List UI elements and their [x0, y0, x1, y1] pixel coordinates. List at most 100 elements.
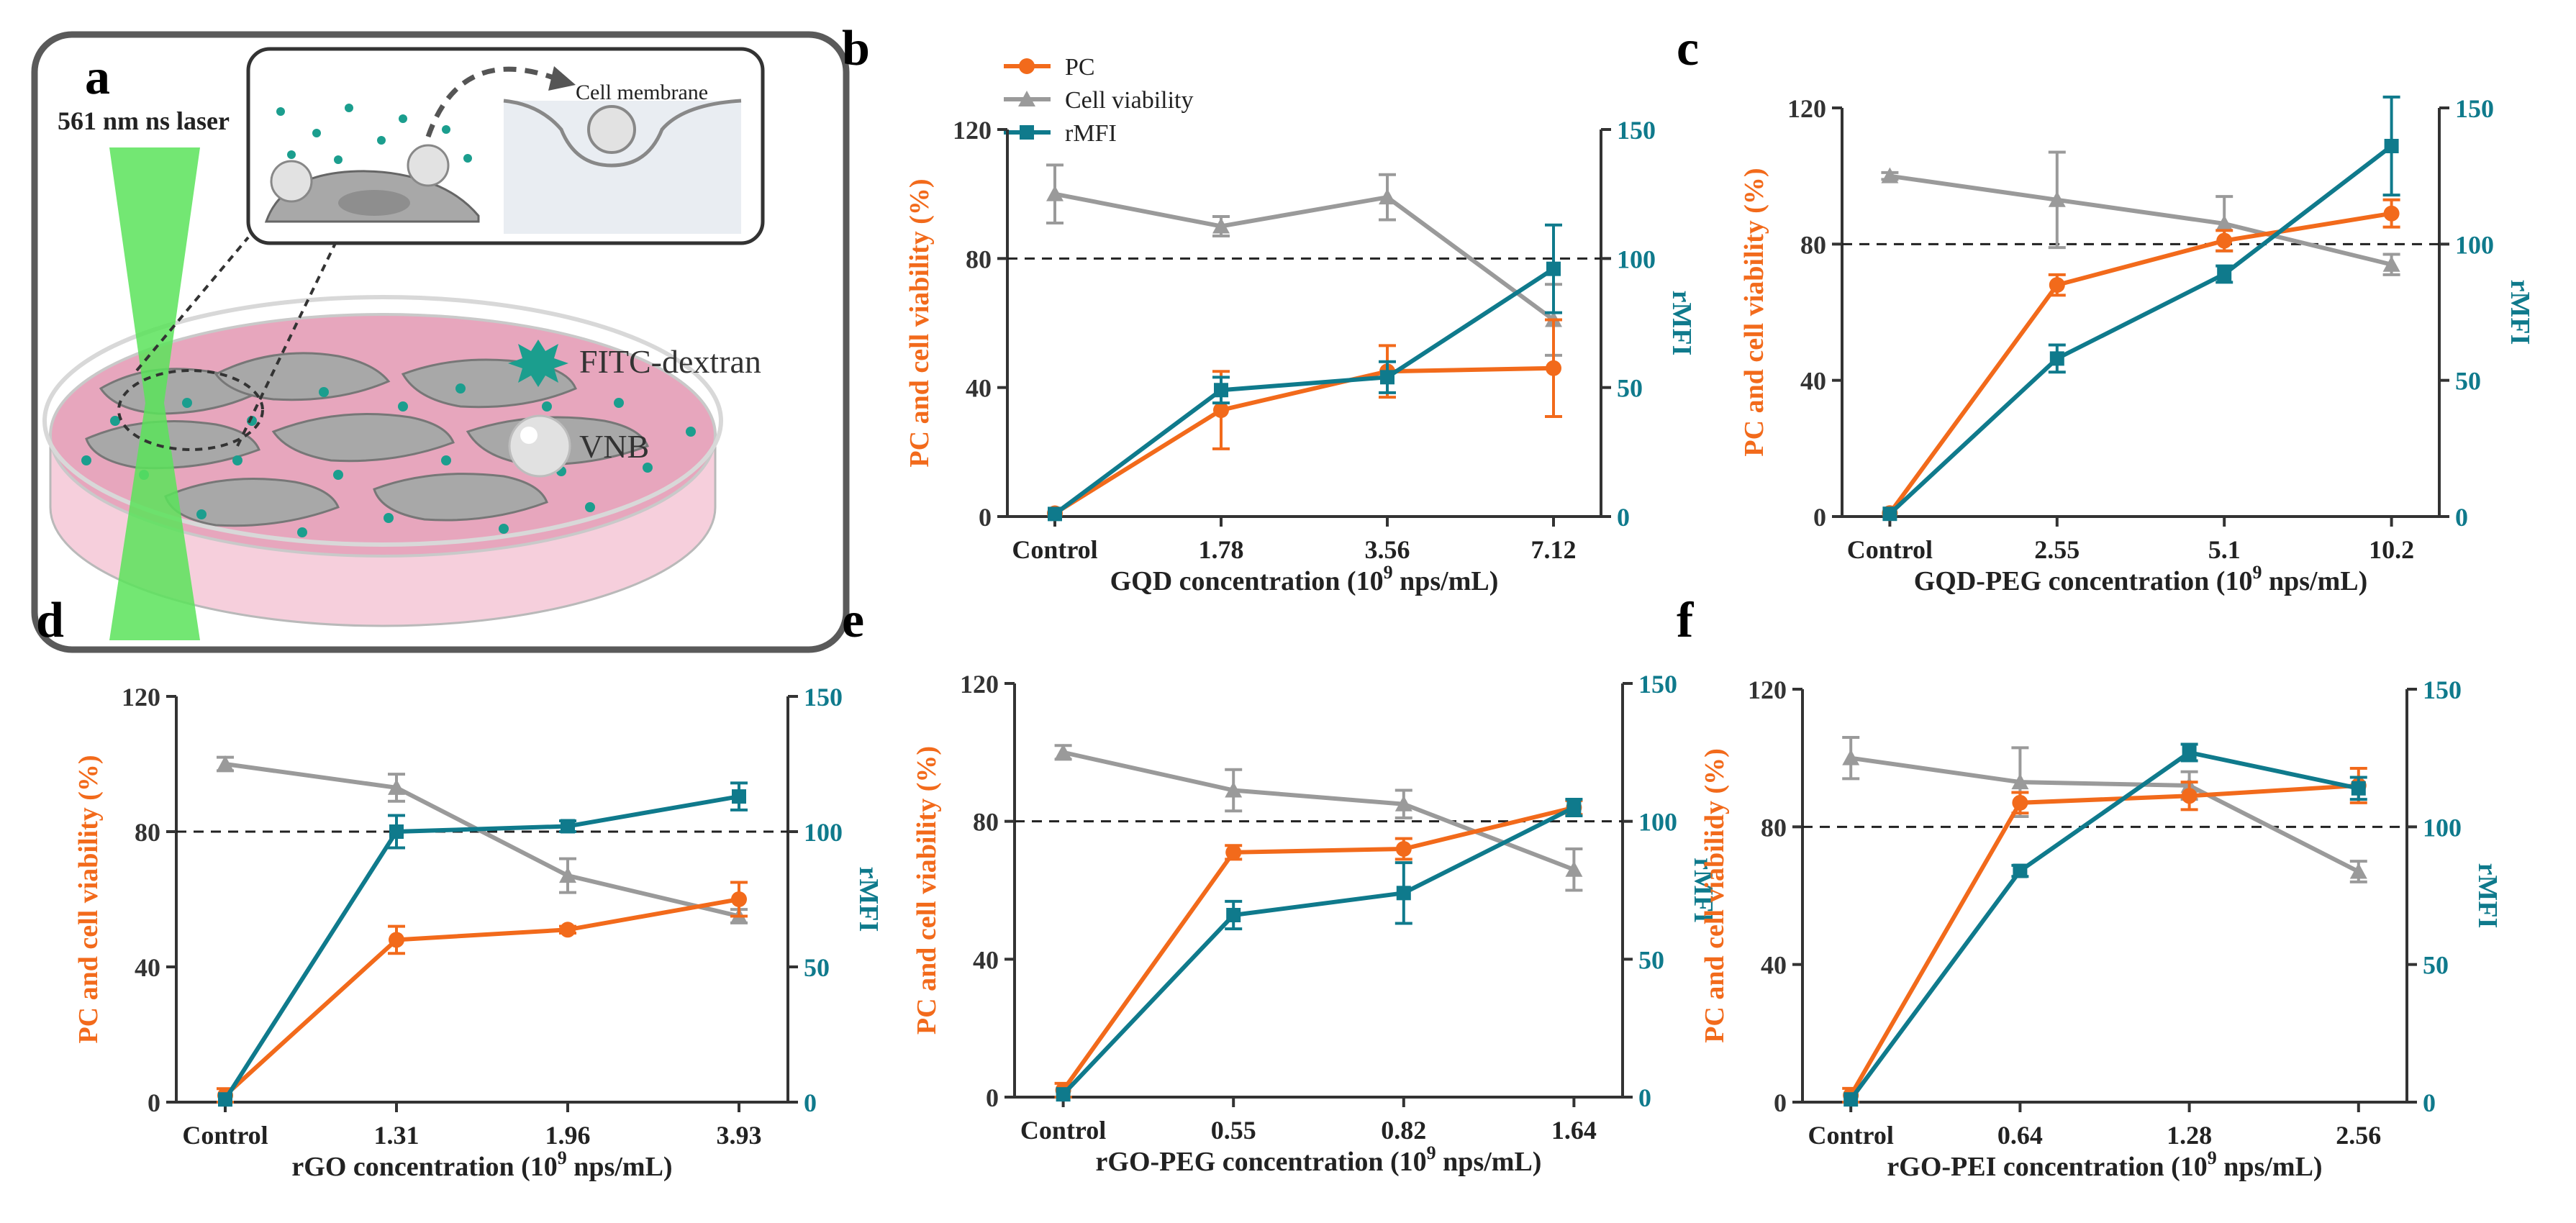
right-tick-label: 100 — [1617, 245, 1656, 273]
series-rmfi — [1882, 95, 2400, 522]
data-point-viability — [1842, 749, 1860, 765]
panel-label-c: c — [1677, 21, 1699, 76]
left-tick-label: 120 — [122, 683, 160, 711]
chart-panels: b 0 40 80 120 0 50 100 150 Control 1.78 3.56 7.12 GQD… — [36, 21, 2535, 1182]
fitc-star-icon — [508, 340, 568, 387]
x-axis-title-main: GQD concentration (10 — [1110, 566, 1384, 596]
data-point-viability — [217, 755, 234, 771]
membrane-curve — [503, 99, 742, 168]
x-axis-title-tail: nps/mL) — [1436, 1147, 1542, 1177]
left-y-axis-title: PC and cell viability (%) — [1739, 168, 1769, 456]
x-axis-title-tail: nps/mL) — [567, 1152, 673, 1182]
chart-panel-e: e 0 40 80 120 0 50 100 150 Control 0.55 0.82 1.64 rGO… — [842, 593, 1718, 1177]
data-point-rmfi — [561, 819, 575, 834]
chart-panel-b: b 0 40 80 120 0 50 100 150 Control 1.78 3.56 7.12 GQD… — [842, 21, 1697, 596]
series-rmfi — [1056, 798, 1583, 1102]
x-tick-label: Control — [1020, 1116, 1106, 1145]
x-tick-label: 3.56 — [1365, 535, 1410, 564]
membrane-label: Cell membrane — [576, 81, 708, 104]
x-axis-title-main: rGO-PEI concentration (10 — [1887, 1152, 2207, 1182]
series-line-pc — [1887, 211, 2393, 515]
data-point-rmfi — [1380, 370, 1394, 385]
right-tick-label: 50 — [2455, 367, 2481, 396]
left-tick-label: 40 — [966, 374, 992, 403]
right-tick-label: 100 — [2455, 230, 2494, 259]
series-line-rmfi — [1061, 805, 1575, 1096]
left-tick-label: 0 — [986, 1083, 999, 1112]
left-tick-label: 80 — [1761, 813, 1787, 842]
x-axis-title-sup: 9 — [558, 1147, 567, 1168]
x-tick-label: 2.55 — [2034, 535, 2080, 564]
x-tick-label: 1.96 — [545, 1121, 591, 1150]
series-line-pc — [1849, 783, 2359, 1096]
series-line-pc — [1053, 365, 1554, 516]
panel-label-b: b — [842, 21, 870, 76]
legend-pc-label: PC — [1065, 54, 1095, 81]
data-point-rmfi — [1546, 261, 1561, 276]
x-axis-title-main: rGO concentration (10 — [291, 1152, 557, 1182]
data-point-viability — [2048, 191, 2066, 207]
x-axis-title-main: rGO-PEG concentration (10 — [1096, 1147, 1427, 1177]
left-tick-label: 80 — [966, 245, 992, 273]
left-tick-label: 120 — [960, 670, 999, 699]
left-tick-label: 40 — [973, 945, 999, 974]
data-point-viability — [1225, 781, 1243, 798]
series-pc — [1047, 318, 1562, 522]
data-point-rmfi — [1214, 383, 1228, 398]
data-point-rmfi — [1843, 1092, 1859, 1107]
data-point-viability — [2216, 214, 2233, 231]
vnb-label: VNB — [579, 428, 649, 465]
series-legend: PC Cell viability rMFI — [1004, 54, 1193, 147]
x-tick-label: Control — [1808, 1121, 1894, 1150]
x-tick-label: 1.78 — [1199, 535, 1244, 564]
left-y-axis-title: PC and cell viability (%) — [912, 746, 942, 1035]
right-tick-label: 0 — [2423, 1088, 2436, 1117]
data-point-pc — [1546, 360, 1561, 376]
data-point-rmfi — [2049, 351, 2064, 366]
right-tick-label: 150 — [1617, 116, 1656, 145]
series-pc — [217, 881, 748, 1104]
x-tick-label: 0.64 — [1997, 1121, 2043, 1150]
legend-viability-label: Cell viability — [1065, 87, 1193, 114]
fitc-label: FITC-dextran — [579, 343, 761, 380]
series-line-pc — [1061, 805, 1575, 1092]
legend-rmfi-label: rMFI — [1065, 120, 1117, 147]
x-axis-title-tail: nps/mL) — [2217, 1152, 2323, 1182]
x-axis-title: rGO concentration (109 nps/mL) — [291, 1147, 672, 1182]
left-tick-label: 120 — [953, 116, 992, 145]
series-line-rmfi — [1849, 750, 2359, 1101]
right-tick-label: 0 — [1617, 503, 1630, 532]
x-axis-title-sup: 9 — [2252, 562, 2262, 583]
data-point-pc — [1395, 841, 1412, 857]
fitc-dots-inset — [276, 104, 472, 164]
right-tick-label: 50 — [1617, 374, 1643, 403]
data-point-pc — [2049, 277, 2065, 294]
left-tick-label: 0 — [148, 1088, 160, 1117]
data-point-rmfi — [1396, 886, 1411, 901]
dish-rim — [42, 295, 723, 547]
data-point-rmfi — [2013, 863, 2028, 878]
schematic-legend: FITC-dextran VNB — [508, 340, 761, 478]
zoom-region — [117, 369, 264, 451]
x-axis-title: rGO-PEI concentration (109 nps/mL) — [1887, 1147, 2322, 1182]
series-viability — [1842, 735, 2367, 883]
x-tick-label: 1.31 — [374, 1121, 419, 1150]
right-tick-label: 150 — [804, 683, 843, 711]
data-point-pc — [2216, 232, 2233, 249]
cell — [373, 473, 548, 522]
data-point-pc — [2383, 205, 2400, 222]
panel-label-d: d — [36, 593, 64, 648]
data-point-rmfi — [2384, 139, 2399, 154]
series-viability — [1046, 163, 1562, 357]
x-tick-label: 1.64 — [1551, 1116, 1597, 1145]
data-point-pc — [2012, 794, 2028, 811]
x-tick-label: 2.56 — [2336, 1121, 2381, 1150]
data-point-rmfi — [2182, 745, 2197, 760]
data-point-rmfi — [732, 789, 746, 804]
data-point-rmfi — [1226, 908, 1241, 922]
series-line-viability — [1062, 750, 1575, 872]
data-point-rmfi — [1048, 506, 1062, 522]
x-tick-label: 0.82 — [1381, 1116, 1426, 1145]
